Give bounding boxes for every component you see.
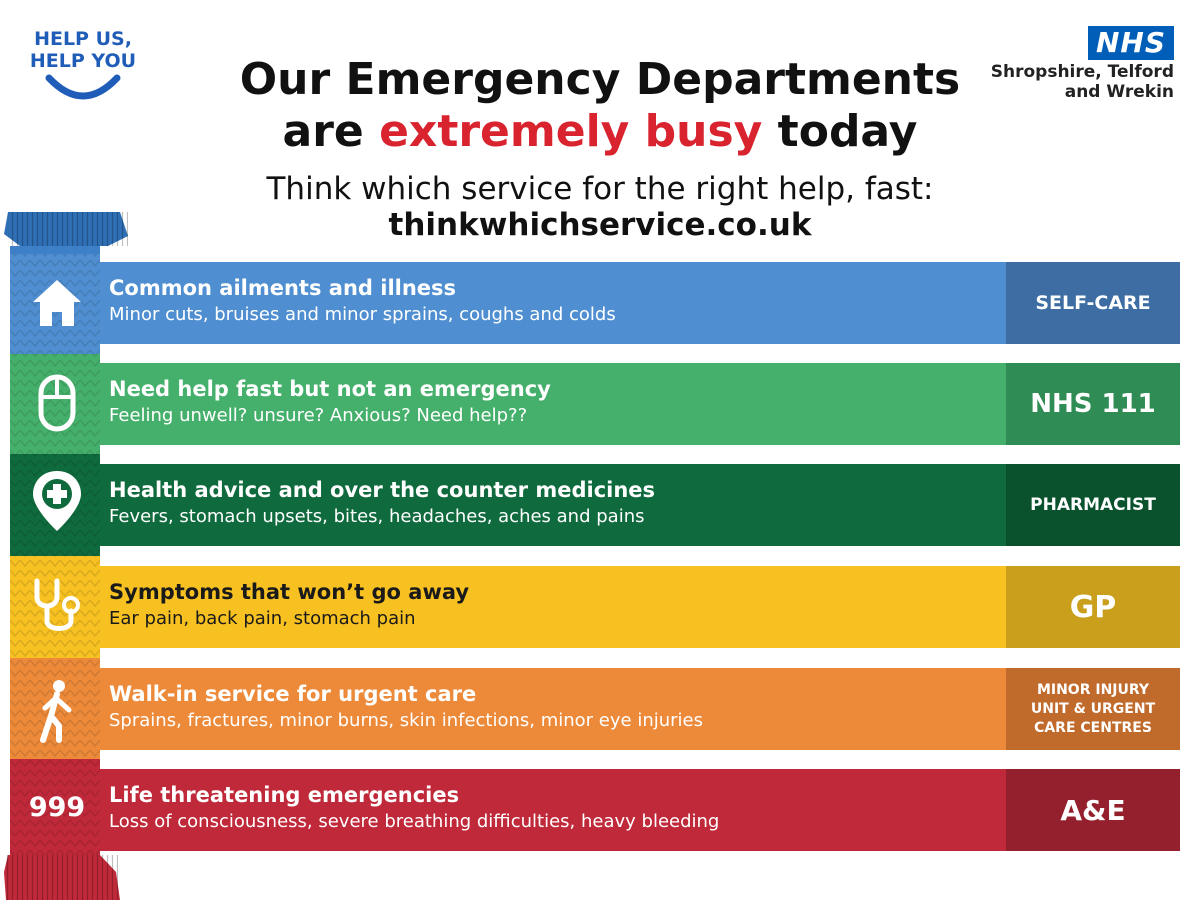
service-badge: NHS 111: [1006, 363, 1180, 445]
service-title: Walk-in service for urgent care: [109, 682, 477, 706]
stethoscope-icon: [22, 572, 92, 642]
service-info: Health advice and over the counter medic…: [100, 464, 1006, 546]
service-badge: GP: [1006, 566, 1180, 648]
service-info: Symptoms that won’t go away Ear pain, ba…: [100, 566, 1006, 648]
nhs-organisation-name: Shropshire, Telford and Wrekin: [991, 62, 1174, 102]
help-us-help-you-logo: HELP US, HELP YOU: [28, 28, 138, 100]
service-badge-label: MINOR INJURY UNIT & URGENT CARE CENTRES: [1030, 681, 1156, 736]
service-info: Common ailments and illness Minor cuts, …: [100, 262, 1006, 344]
service-row-self-care: Common ailments and illness Minor cuts, …: [100, 262, 1180, 344]
service-row-gp: Symptoms that won’t go away Ear pain, ba…: [100, 566, 1180, 648]
service-badge: MINOR INJURY UNIT & URGENT CARE CENTRES: [1006, 668, 1180, 750]
headline-line-2: are extremely busy today: [0, 106, 1200, 158]
walking-person-icon: [22, 676, 92, 746]
service-badge-label: PHARMACIST: [1030, 495, 1156, 515]
service-row-a-and-e: Life threatening emergencies Loss of con…: [100, 769, 1180, 851]
service-description: Fevers, stomach upsets, bites, headaches…: [109, 506, 645, 527]
service-description: Loss of consciousness, severe breathing …: [109, 811, 720, 832]
service-description: Sprains, fractures, minor burns, skin in…: [109, 710, 703, 731]
service-title: Health advice and over the counter medic…: [109, 478, 656, 502]
service-badge-label: GP: [1069, 589, 1117, 625]
service-info: Walk-in service for urgent care Sprains,…: [100, 668, 1006, 750]
service-badge: A&E: [1006, 769, 1180, 851]
computer-mouse-icon: [22, 368, 92, 438]
headline: Our Emergency Departments are extremely …: [0, 54, 1200, 158]
headline-highlight: extremely busy: [379, 106, 763, 157]
emergency-999-icon: 999: [28, 791, 86, 823]
headline-line-2-post: today: [762, 106, 918, 157]
headline-line-2-pre: are: [282, 106, 380, 157]
campaign-line-1: HELP US,: [34, 28, 132, 50]
service-title: Life threatening emergencies: [109, 783, 460, 807]
service-badge-label: NHS 111: [1030, 389, 1156, 419]
website-link[interactable]: thinkwhichservice.co.uk: [388, 207, 812, 243]
service-info: Need help fast but not an emergency Feel…: [100, 363, 1006, 445]
smile-icon: [45, 74, 121, 100]
campaign-logo-text: HELP US, HELP YOU: [28, 28, 138, 72]
pharmacy-pin-icon: [22, 466, 92, 536]
service-badge: PHARMACIST: [1006, 464, 1180, 546]
service-description: Feeling unwell? unsure? Anxious? Need he…: [109, 405, 528, 426]
subheading: Think which service for the right help, …: [266, 171, 934, 207]
service-badge-label: SELF-CARE: [1035, 292, 1151, 314]
campaign-line-2: HELP YOU: [29, 50, 137, 72]
service-info: Life threatening emergencies Loss of con…: [100, 769, 1006, 851]
service-badge-label: A&E: [1060, 793, 1126, 827]
service-title: Symptoms that won’t go away: [109, 580, 470, 604]
headline-line-1: Our Emergency Departments: [239, 54, 961, 105]
service-description: Ear pain, back pain, stomach pain: [109, 608, 416, 629]
service-badge: SELF-CARE: [1006, 262, 1180, 344]
service-title: Need help fast but not an emergency: [109, 377, 551, 401]
scarf-illustration: [4, 212, 128, 900]
nhs-logo: NHS Shropshire, Telford and Wrekin: [991, 26, 1174, 102]
house-icon: [22, 268, 92, 338]
service-row-minor-injury: Walk-in service for urgent care Sprains,…: [100, 668, 1180, 750]
service-description: Minor cuts, bruises and minor sprains, c…: [109, 304, 616, 325]
service-title: Common ailments and illness: [109, 276, 457, 300]
service-row-nhs-111: Need help fast but not an emergency Feel…: [100, 363, 1180, 445]
nhs-org-line-1: Shropshire, Telford: [990, 62, 1174, 82]
nhs-logo-box: NHS: [1087, 26, 1174, 60]
service-row-pharmacist: Health advice and over the counter medic…: [100, 464, 1180, 546]
nhs-org-line-2: and Wrekin: [1064, 82, 1174, 102]
